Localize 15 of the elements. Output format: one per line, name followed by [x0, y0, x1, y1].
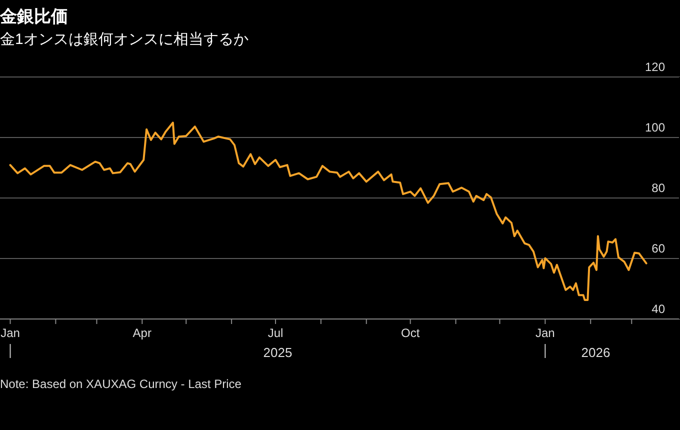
chart-subtitle: 金1オンスは銀何オンスに相当するか — [0, 31, 248, 48]
y-tick-label: 100 — [644, 120, 666, 134]
y-tick-label: 80 — [652, 181, 666, 195]
x-tick-label: Apr — [132, 326, 152, 340]
x-tick-label: Jul — [268, 326, 284, 340]
x-tick-label: Jan — [535, 326, 555, 340]
y-tick-label: 120 — [644, 60, 666, 74]
chart-title: 金銀比価 — [0, 7, 68, 26]
x-tick-label: Jan — [0, 326, 20, 340]
text: Note: Based on XAUXAG Curncy - Last Price — [0, 377, 242, 391]
text: 2025 — [263, 345, 292, 360]
y-tick-label: 60 — [652, 242, 666, 256]
y-tick-label: 40 — [652, 302, 666, 316]
x-tick-label: Oct — [401, 326, 420, 340]
text: 2026 — [581, 345, 610, 360]
